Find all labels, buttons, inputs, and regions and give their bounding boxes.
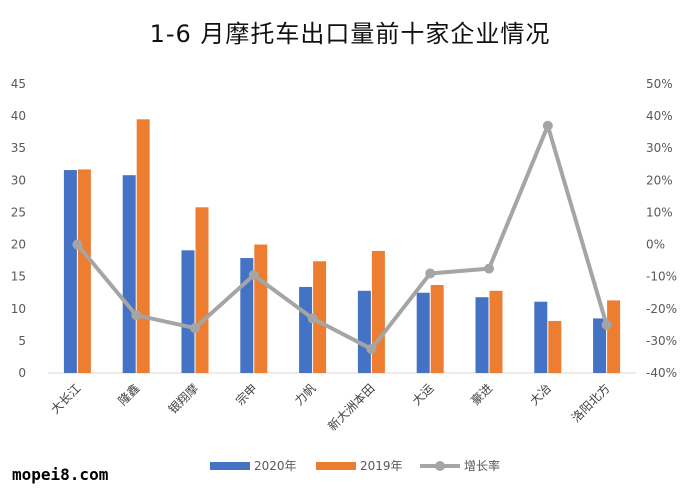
y-left-tick-label: 25 [11,205,26,219]
growth-point [484,263,494,274]
x-category-label: 力帆 [291,381,319,409]
growth-point [307,313,318,324]
bar-b [254,244,268,373]
y-right-tick-label: 40% [646,109,673,123]
chart-axes: 0 5 10 15 20 25 30 35 40 45 -40% -30% -20% -10% 0% 10% 2… [11,77,677,434]
bar-b [313,261,327,373]
bar-a [122,175,136,373]
x-category-label: 新大洲本田 [324,381,377,434]
y-left-tick-label: 35 [11,141,26,155]
growth-point [542,120,553,131]
y-left-tick-label: 45 [11,77,26,91]
bar-a [593,318,607,373]
growth-line [72,120,612,354]
legend-label: 增长率 [464,458,500,473]
y-right-tick-label: 50% [646,77,673,91]
bar-a [181,250,195,373]
y-right-tick-label: 0% [646,238,665,252]
x-category-label: 宗申 [232,381,260,409]
x-category-label: 大长江 [48,381,83,416]
legend-marker [435,461,445,471]
y-left-tick-label: 20 [11,238,26,252]
x-category-label: 隆鑫 [115,381,143,409]
y-right-tick-label: -40% [646,366,677,380]
bar-b [195,207,209,373]
growth-point [601,319,612,330]
y-left-tick-label: 40 [11,109,26,123]
growth-point [190,323,200,334]
legend-swatch [210,462,250,470]
y-left-tick-label: 10 [11,302,26,316]
y-right-tick-label: 20% [646,173,673,187]
y-right-tick-label: 10% [646,205,673,219]
y-left-tick-label: 30 [11,173,26,187]
legend-swatch [316,462,356,470]
bar-b [371,250,385,373]
x-category-label: 大运 [409,381,436,408]
bar-a [534,301,548,373]
x-category-label: 洛阳北方 [568,381,613,426]
x-category-label: 银翔摩 [165,381,201,417]
chart-bars [63,119,621,373]
bar-a [299,286,313,373]
bar-b [489,290,503,373]
growth-line-path [75,123,609,351]
legend-label: 2019年 [360,459,403,473]
bar-b [136,119,150,373]
y-right-tick-label: -10% [646,270,677,284]
bar-b [77,169,91,373]
y-right-tick-label: 30% [646,141,673,155]
watermark-text: mopei8.com [12,465,109,484]
bar-a [63,170,77,373]
y-left-tick-label: 15 [11,270,26,284]
bar-b [607,300,621,373]
bar-b [430,285,444,373]
y-right-tick-label: -30% [646,334,677,348]
growth-point [366,343,377,354]
growth-point [425,268,436,279]
y-left-tick-label: 0 [18,366,26,380]
bar-a [357,290,371,373]
growth-point [131,310,142,321]
x-category-label: 大冶 [527,381,554,408]
growth-point [248,270,259,281]
bar-b [548,320,562,373]
y-left-tick-label: 5 [18,334,26,348]
bar-a [416,292,430,373]
chart-title: 1-6 月摩托车出口量前十家企业情况 [150,20,551,48]
x-category-label: 豪进 [468,381,496,409]
growth-point [72,239,83,250]
bar-a [475,297,489,373]
legend-label: 2020年 [254,459,297,473]
chart-legend: 2020年 2019年 增长率 [210,458,500,473]
y-right-tick-label: -20% [646,302,677,316]
